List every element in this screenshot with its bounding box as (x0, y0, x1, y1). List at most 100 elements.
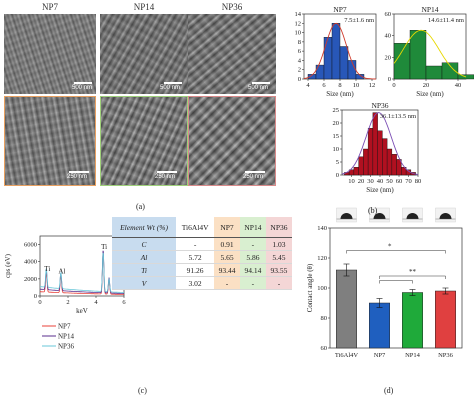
y-tick-label: 10 (295, 30, 302, 37)
y-tick-label: 0 (388, 76, 391, 83)
legend-label: NP14 (58, 333, 74, 341)
droplet-icon (373, 213, 386, 219)
y-tick-label: 20 (333, 120, 340, 127)
histogram-bar (339, 46, 349, 80)
x-tick-label: 80 (415, 178, 422, 185)
table-row: C -0.91-1.03 (112, 237, 292, 251)
significance-mark: ** (409, 268, 417, 276)
x-axis-label: Size (nm) (416, 90, 444, 98)
panel-label-b: (b) (368, 206, 378, 215)
y-tick-label: 2000 (24, 276, 37, 283)
y-tick-label: 15 (333, 133, 340, 140)
y-tick-label: 60 (385, 11, 392, 18)
x-category-label: NP14 (405, 352, 421, 359)
table-row: Ti 91.26 93.44 94.14 93.55 (112, 263, 292, 277)
fit-curve (303, 22, 376, 80)
histogram-bar (372, 112, 378, 176)
table-header-cell: Element Wt (%) (112, 217, 177, 238)
x-tick-label: 4 (94, 299, 98, 306)
y-tick-label: 0 (336, 172, 339, 179)
x-category-label: NP7 (374, 352, 386, 359)
y-tick-label: 40 (385, 33, 392, 40)
histogram-title: NP7 (333, 5, 347, 14)
scale-label-np7-low: 500 nm (72, 85, 93, 91)
x-tick-label: 20 (423, 82, 430, 89)
histogram-bar (353, 166, 359, 176)
table-cell: - (239, 237, 266, 251)
histogram-title: NP36 (371, 101, 388, 110)
histogram-title: NP14 (421, 5, 438, 14)
table-cell: 91.26 (176, 263, 215, 277)
table-cell: 94.14 (239, 263, 266, 277)
x-tick-label: 0 (38, 299, 41, 306)
y-tick-label: 5 (336, 159, 339, 166)
table-header-row: Element Wt (%) Ti6Al4V NP7 NP14 NP36 (112, 217, 292, 238)
histogram-bar (363, 148, 369, 176)
edx-spectrum: 0 2 4 6 0 2000 4000 6000 Ti Al Ti keV cps (eV) NP7 NP1… (4, 235, 126, 351)
histogram-np14: 0 20 40 0 20 40 60 NP14 14.6±11.4 nm Size (nm) (385, 5, 474, 98)
x-tick-label: 60 (396, 178, 403, 185)
table-cell: - (265, 276, 292, 290)
histogram-bar (323, 37, 333, 80)
panel-label-a: (a) (136, 202, 145, 211)
x-tick-label: 30 (367, 178, 374, 185)
y-tick-label: 25 (333, 107, 340, 114)
histogram-bar (409, 30, 427, 80)
legend-label: NP7 (58, 323, 71, 331)
contact-angle-bar (336, 269, 357, 349)
y-tick-label: 8 (298, 39, 301, 46)
x-tick-label: 10 (353, 82, 360, 89)
histogram-bar (386, 148, 393, 176)
sem-image-np7-low: 500 nm (4, 14, 96, 94)
scale-label-np14-high: 250 nm (155, 174, 176, 180)
peak-label: Ti (44, 265, 50, 273)
panel-label-d: (d) (384, 386, 394, 395)
x-tick-label: 2 (66, 299, 69, 306)
table-cell: 5.86 (239, 250, 266, 264)
y-tick-label: 20 (385, 54, 392, 61)
significance-bracket (346, 250, 446, 254)
histogram-bar (367, 127, 374, 176)
table-cell: 0.91 (214, 237, 240, 251)
sem-image-np14-low: 500 nm (100, 14, 188, 94)
table-cell: - (214, 276, 240, 290)
x-tick-label: 50 (386, 178, 393, 185)
table-cell: C (112, 237, 177, 251)
contact-angle-bar (369, 302, 390, 349)
x-tick-label: 8 (338, 82, 341, 89)
sem-image-np14-high: 250 nm (100, 96, 188, 186)
table-cell: 1.03 (265, 237, 292, 251)
x-tick-label: 6 (122, 299, 126, 306)
col-label-np36: NP36 (221, 2, 243, 12)
table-cell: 5.65 (214, 250, 240, 264)
histogram-bar (441, 62, 459, 80)
histogram-bar (355, 74, 365, 80)
droplet-icon (406, 213, 419, 219)
y-tick-label: 4 (298, 57, 302, 64)
x-category-label: Ti6Al4V (335, 352, 359, 359)
histogram-bar (425, 65, 443, 80)
y-tick-label: 4000 (24, 259, 37, 266)
histogram-np7: 4 6 8 10 12 0 2 4 6 8 10 12 14 NP7 7.5±1.6 nm Size (nm) (295, 5, 377, 98)
y-tick-label: 0 (34, 293, 37, 300)
y-tick-label: 80 (321, 315, 328, 322)
peak-label: Ti (101, 243, 107, 251)
histogram-np36: 10 20 30 40 50 60 70 800510152025NP3636.1±13.5 … (333, 101, 422, 194)
table-header-cell: Ti6Al4V (176, 217, 215, 238)
table-cell: 93.55 (265, 263, 292, 277)
fit-curve (341, 112, 419, 175)
droplet-icon (439, 213, 452, 219)
edx-composition-table: Element Wt (%) Ti6Al4V NP7 NP14 NP36 C -0.91-1… (112, 217, 292, 290)
sem-image-np7-high: 250 nm (4, 96, 96, 186)
x-tick-label: 4 (306, 82, 310, 89)
histogram-bar (377, 130, 383, 176)
x-tick-label: 40 (455, 82, 462, 89)
table-cell: Al (112, 250, 177, 264)
scale-label-np36-low: 500 nm (248, 85, 269, 91)
spectrum-line-np36 (40, 252, 124, 293)
significance-mark: * (388, 243, 392, 251)
x-axis-label: Size (nm) (366, 186, 394, 194)
histogram-annotation: 36.1±13.5 nm (380, 113, 416, 120)
peak-label: Al (58, 268, 65, 276)
y-tick-label: 2 (298, 67, 301, 74)
